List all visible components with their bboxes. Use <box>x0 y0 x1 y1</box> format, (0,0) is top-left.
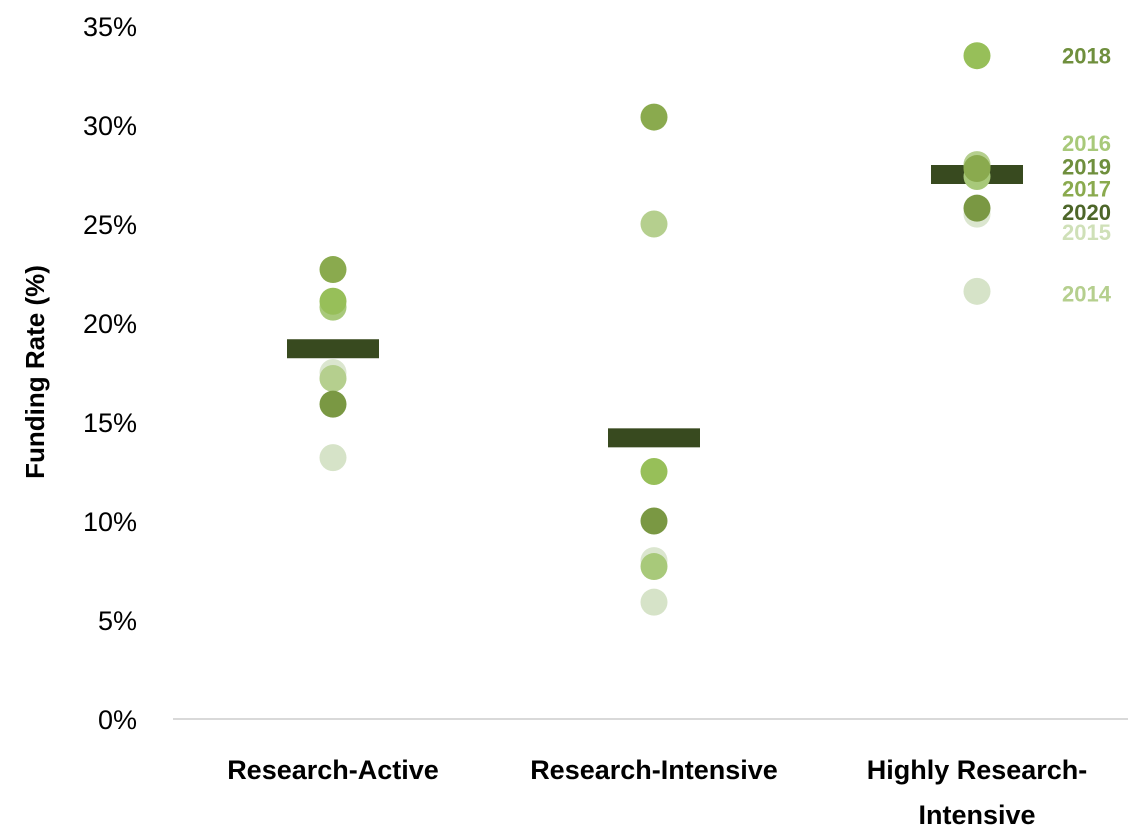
year-label-2015: 2015 <box>1062 220 1111 245</box>
year-label-2018: 2018 <box>1062 44 1111 69</box>
year-label-2014: 2014 <box>1062 281 1112 306</box>
y-tick-label: 30% <box>83 111 137 141</box>
data-point-2018 <box>640 458 668 485</box>
data-point-2017 <box>640 553 668 581</box>
data-point-2014 <box>640 588 668 616</box>
data-point-2016 <box>640 210 668 238</box>
year-label-2020: 2020 <box>1062 200 1111 225</box>
data-point-2020 <box>640 507 668 535</box>
y-tick-label: 5% <box>98 606 137 636</box>
average-markers <box>287 165 1023 448</box>
data-point-2019 <box>963 155 991 183</box>
year-label-2017: 2017 <box>1062 176 1111 201</box>
data-point-2016 <box>319 364 347 392</box>
average-marker <box>287 339 379 359</box>
x-category-label: Intensive <box>918 800 1035 829</box>
y-axis-title: Funding Rate (%) <box>20 265 50 479</box>
data-point-2014 <box>319 444 347 472</box>
data-point-2018 <box>963 42 991 70</box>
y-tick-label: 15% <box>83 408 137 438</box>
x-axis-category-labels: Research-Active Research-Intensive Highly … <box>227 755 1087 829</box>
x-category-label: Research-Active <box>227 755 439 785</box>
data-points <box>319 42 991 616</box>
data-point-2019 <box>640 103 668 131</box>
data-point-2019 <box>319 256 347 284</box>
y-tick-label: 10% <box>83 507 137 537</box>
y-axis-ticks: 0% 5% 10% 15% 20% 25% 30% 35% <box>83 12 137 735</box>
y-tick-label: 0% <box>98 705 137 735</box>
data-point-2014 <box>963 277 991 305</box>
x-category-label: Research-Intensive <box>530 755 778 785</box>
y-tick-label: 35% <box>83 12 137 42</box>
data-point-2020 <box>319 390 347 418</box>
y-tick-label: 20% <box>83 309 137 339</box>
year-label-2016: 2016 <box>1062 131 1111 156</box>
x-category-label: Highly Research- <box>867 755 1088 785</box>
year-label-2019: 2019 <box>1062 155 1111 180</box>
data-point-2018 <box>319 287 347 315</box>
average-marker <box>608 428 700 448</box>
data-point-2020 <box>963 194 991 222</box>
y-tick-label: 25% <box>83 210 137 240</box>
